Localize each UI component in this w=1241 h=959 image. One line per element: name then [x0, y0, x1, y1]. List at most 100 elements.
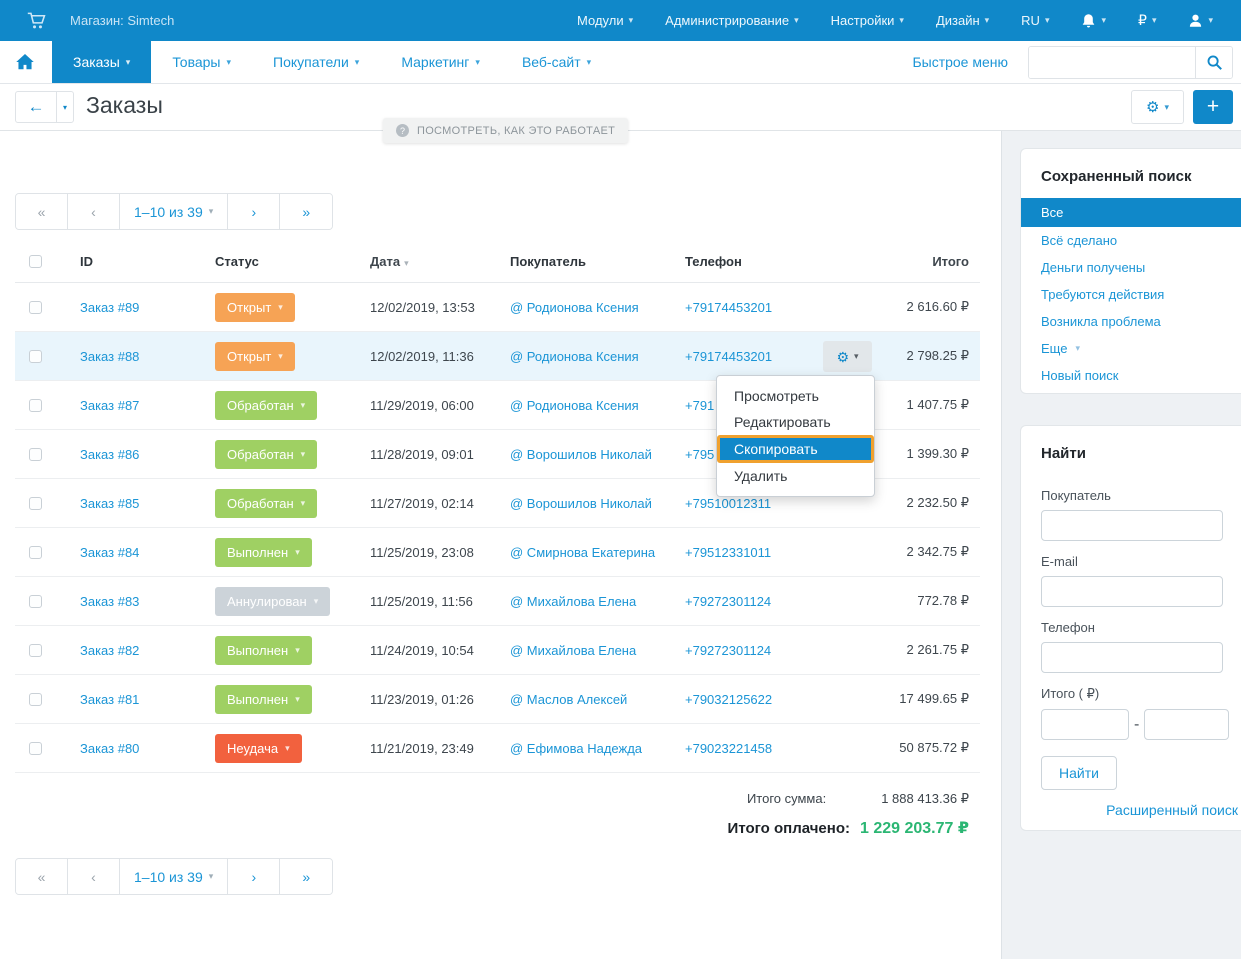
store-label[interactable]: Магазин: Simtech — [70, 13, 175, 28]
order-link[interactable]: Заказ #86 — [80, 446, 140, 462]
home-icon[interactable] — [0, 41, 52, 83]
saved-search-item[interactable]: Деньги получены — [1021, 254, 1241, 281]
customer-link[interactable]: @ Родионова Ксения — [510, 348, 639, 364]
status-badge[interactable]: Обработан ▾ — [215, 390, 318, 420]
pager-first-button[interactable]: « — [16, 194, 68, 229]
row-actions-button[interactable]: ⚙ ▾ — [823, 341, 872, 372]
customer-link[interactable]: @ Ефимова Надежда — [510, 740, 643, 756]
phone-link[interactable]: +79272301124 — [685, 593, 772, 609]
status-badge[interactable]: Выполнен ▾ — [215, 635, 312, 665]
customer-link[interactable]: @ Ворошилов Николай — [510, 446, 652, 462]
saved-search-item[interactable]: Все — [1021, 198, 1241, 227]
total-from-input[interactable] — [1041, 709, 1129, 740]
currency-menu[interactable]: ₽ ▾ — [1138, 12, 1156, 29]
customer-link[interactable]: @ Смирнова Екатерина — [510, 544, 656, 560]
row-checkbox[interactable] — [29, 643, 42, 657]
order-link[interactable]: Заказ #83 — [80, 593, 140, 609]
topbar-menu-4[interactable]: RU ▾ — [1021, 13, 1049, 28]
status-badge[interactable]: Выполнен ▾ — [215, 684, 312, 714]
row-checkbox[interactable] — [29, 398, 42, 412]
status-badge[interactable]: Выполнен ▾ — [215, 537, 312, 567]
row-checkbox[interactable] — [29, 692, 42, 706]
row-checkbox[interactable] — [29, 447, 42, 461]
pager-next-button[interactable]: › — [228, 194, 281, 229]
nav-tab-4[interactable]: Веб-сайт ▾ — [501, 41, 612, 83]
customer-link[interactable]: @ Ворошилов Николай — [510, 495, 652, 511]
pager-prev-button[interactable]: ‹ — [68, 194, 120, 229]
advanced-search-link[interactable]: Расширенный поиск — [1106, 802, 1238, 818]
phone-link[interactable]: +79510012311 — [685, 495, 772, 511]
row-menu-item[interactable]: Просмотреть — [734, 388, 819, 404]
search-input[interactable] — [1029, 46, 1195, 78]
pager-last-button[interactable]: » — [280, 859, 333, 894]
status-badge[interactable]: Открыт ▾ — [215, 292, 295, 322]
saved-search-item[interactable]: Требуются действия — [1021, 281, 1241, 308]
order-link[interactable]: Заказ #81 — [80, 691, 140, 707]
phone-link[interactable]: +795 — [685, 446, 715, 462]
back-button[interactable]: ← — [16, 92, 56, 122]
телефон-input[interactable] — [1041, 642, 1223, 673]
cart-icon[interactable] — [27, 11, 46, 30]
order-link[interactable]: Заказ #88 — [80, 348, 140, 364]
customer-link[interactable]: @ Михайлова Елена — [510, 593, 637, 609]
back-dropdown-button[interactable]: ▾ — [56, 92, 73, 122]
topbar-menu-0[interactable]: Модули ▾ — [577, 13, 633, 28]
order-link[interactable]: Заказ #82 — [80, 642, 140, 658]
status-badge[interactable]: Обработан ▾ — [215, 439, 318, 469]
row-menu-item-highlighted[interactable]: Скопировать — [717, 435, 874, 463]
add-order-button[interactable]: + — [1193, 90, 1233, 124]
notifications-menu[interactable]: ▾ — [1081, 13, 1106, 29]
row-menu-item[interactable]: Редактировать — [734, 414, 831, 430]
select-all-checkbox[interactable] — [29, 254, 42, 268]
row-checkbox[interactable] — [29, 300, 42, 314]
customer-link[interactable]: @ Михайлова Елена — [510, 642, 637, 658]
row-menu-item[interactable]: Удалить — [734, 468, 788, 484]
row-checkbox[interactable] — [29, 594, 42, 608]
phone-link[interactable]: +79174453201 — [685, 348, 773, 364]
order-link[interactable]: Заказ #89 — [80, 299, 140, 315]
customer-link[interactable]: @ Родионова Ксения — [510, 299, 639, 315]
e-mail-input[interactable] — [1041, 576, 1223, 607]
order-link[interactable]: Заказ #84 — [80, 544, 140, 560]
nav-tab-0[interactable]: Заказы ▾ — [52, 41, 152, 83]
nav-tab-3[interactable]: Маркетинг ▾ — [380, 41, 501, 83]
phone-link[interactable]: +79512331011 — [685, 544, 772, 560]
customer-link[interactable]: @ Маслов Алексей — [510, 691, 628, 707]
row-checkbox[interactable] — [29, 545, 42, 559]
nav-tab-1[interactable]: Товары ▾ — [151, 41, 252, 83]
status-badge[interactable]: Обработан ▾ — [215, 488, 318, 518]
status-badge[interactable]: Аннулирован ▾ — [215, 586, 331, 616]
saved-search-item[interactable]: Возникла проблема — [1021, 308, 1241, 335]
order-link[interactable]: Заказ #85 — [80, 495, 140, 511]
page-settings-button[interactable]: ⚙ ▾ — [1131, 90, 1184, 124]
pager-next-button[interactable]: › — [228, 859, 281, 894]
total-to-input[interactable] — [1144, 709, 1230, 740]
phone-link[interactable]: +79174453201 — [685, 299, 773, 315]
saved-search-item[interactable]: Еще ▾ — [1021, 335, 1241, 362]
phone-link[interactable]: +79272301124 — [685, 642, 772, 658]
topbar-menu-1[interactable]: Администрирование ▾ — [665, 13, 799, 28]
how-it-works-tooltip[interactable]: ? ПОСМОТРЕТЬ, КАК ЭТО РАБОТАЕТ — [383, 118, 629, 143]
topbar-menu-2[interactable]: Настройки ▾ — [831, 13, 904, 28]
find-button[interactable]: Найти — [1041, 756, 1117, 790]
покупатель-input[interactable] — [1041, 510, 1223, 541]
pager-last-button[interactable]: » — [280, 194, 333, 229]
phone-link[interactable]: +79032125622 — [685, 691, 773, 707]
order-link[interactable]: Заказ #87 — [80, 397, 140, 413]
status-badge[interactable]: Неудача ▾ — [215, 733, 302, 763]
topbar-menu-3[interactable]: Дизайн ▾ — [936, 13, 989, 28]
pager-range-button[interactable]: 1–10 из 39 ▾ — [120, 859, 229, 894]
customer-link[interactable]: @ Родионова Ксения — [510, 397, 639, 413]
user-menu[interactable]: ▾ — [1188, 13, 1213, 28]
row-checkbox[interactable] — [29, 741, 42, 755]
saved-search-item[interactable]: Новый поиск — [1021, 362, 1241, 389]
nav-tab-2[interactable]: Покупатели ▾ — [252, 41, 380, 83]
row-checkbox[interactable] — [29, 349, 42, 363]
saved-search-item[interactable]: Всё сделано — [1021, 227, 1241, 254]
row-checkbox[interactable] — [29, 496, 42, 510]
pager-range-button[interactable]: 1–10 из 39 ▾ — [120, 194, 229, 229]
phone-link[interactable]: +79023221458 — [685, 740, 773, 756]
order-link[interactable]: Заказ #80 — [80, 740, 140, 756]
search-button[interactable] — [1195, 46, 1232, 78]
status-badge[interactable]: Открыт ▾ — [215, 341, 295, 371]
